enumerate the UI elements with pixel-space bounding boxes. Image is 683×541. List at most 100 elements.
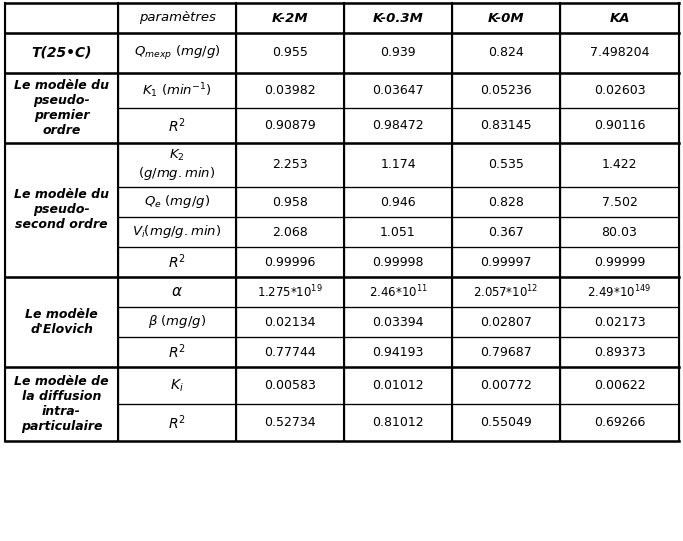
Bar <box>344 33 452 73</box>
Text: 0.02807: 0.02807 <box>480 315 532 328</box>
Bar <box>560 307 679 337</box>
Text: $\mathbf{\mathit{\beta}}$ $\mathbf{\mathit{(mg/g)}}$: $\mathbf{\mathit{\beta}}$ $\mathbf{\math… <box>148 313 206 331</box>
Text: 0.81012: 0.81012 <box>372 416 424 429</box>
Text: paramètres: paramètres <box>139 11 215 24</box>
Text: 0.99998: 0.99998 <box>372 255 423 268</box>
Text: 0.367: 0.367 <box>488 226 524 239</box>
Bar <box>452 33 560 73</box>
Bar <box>560 217 679 247</box>
Text: K-0M: K-0M <box>488 11 525 24</box>
Text: 0.03647: 0.03647 <box>372 84 424 97</box>
Bar <box>236 217 344 247</box>
Text: 2.253: 2.253 <box>273 159 308 171</box>
Bar <box>560 3 679 33</box>
Text: 0.02173: 0.02173 <box>594 315 645 328</box>
Bar <box>236 3 344 33</box>
Bar <box>236 143 344 187</box>
Bar <box>118 187 236 217</box>
Text: 1.422: 1.422 <box>602 159 637 171</box>
Text: 0.69266: 0.69266 <box>594 416 645 429</box>
Bar <box>344 307 452 337</box>
Bar <box>560 337 679 367</box>
Bar <box>118 73 236 108</box>
Bar <box>236 33 344 73</box>
Bar <box>5 277 118 367</box>
Text: 1.275*10$^{19}$: 1.275*10$^{19}$ <box>257 283 323 300</box>
Bar <box>118 108 236 143</box>
Text: 0.52734: 0.52734 <box>264 416 316 429</box>
Text: 0.939: 0.939 <box>380 47 416 60</box>
Bar <box>118 247 236 277</box>
Text: $\mathbf{\mathit{K_2}}$
$\mathbf{\mathit{(g/mg.min)}}$: $\mathbf{\mathit{K_2}}$ $\mathbf{\mathit… <box>139 148 216 182</box>
Bar <box>560 143 679 187</box>
Text: $\mathbf{\mathit{K_i}}$: $\mathbf{\mathit{K_i}}$ <box>170 377 184 394</box>
Bar <box>560 247 679 277</box>
Bar <box>236 307 344 337</box>
Text: T(25•C): T(25•C) <box>31 46 92 60</box>
Text: $\mathbf{\mathit{R^2}}$: $\mathbf{\mathit{R^2}}$ <box>168 253 186 271</box>
Text: 2.46*10$^{11}$: 2.46*10$^{11}$ <box>369 283 428 300</box>
Text: 2.49*10$^{149}$: 2.49*10$^{149}$ <box>587 283 652 300</box>
Bar <box>344 108 452 143</box>
Bar <box>560 108 679 143</box>
Text: 0.99999: 0.99999 <box>594 255 645 268</box>
Bar <box>236 247 344 277</box>
Bar <box>118 337 236 367</box>
Bar <box>344 73 452 108</box>
Text: 0.958: 0.958 <box>272 195 308 208</box>
Text: 0.98472: 0.98472 <box>372 119 424 132</box>
Text: 0.00583: 0.00583 <box>264 379 316 392</box>
Bar <box>118 143 236 187</box>
Text: 0.955: 0.955 <box>272 47 308 60</box>
Bar <box>344 143 452 187</box>
Bar <box>5 367 118 441</box>
Bar <box>236 404 344 441</box>
Bar <box>560 73 679 108</box>
Text: 7.498204: 7.498204 <box>589 47 650 60</box>
Text: 0.94193: 0.94193 <box>372 346 423 359</box>
Bar <box>5 33 118 73</box>
Text: 2.068: 2.068 <box>272 226 308 239</box>
Bar <box>452 3 560 33</box>
Text: Le modèle du
pseudo-
second ordre: Le modèle du pseudo- second ordre <box>14 188 109 232</box>
Text: 80.03: 80.03 <box>602 226 637 239</box>
Bar <box>452 367 560 404</box>
Text: K-2M: K-2M <box>272 11 308 24</box>
Text: KA: KA <box>609 11 630 24</box>
Text: $\mathbf{\mathit{K_1}}$ $\mathbf{\mathit{(min^{-1})}}$: $\mathbf{\mathit{K_1}}$ $\mathbf{\mathit… <box>142 81 212 100</box>
Text: 0.03982: 0.03982 <box>264 84 316 97</box>
Bar <box>452 187 560 217</box>
Bar <box>236 337 344 367</box>
Text: $\mathbf{\mathit{V_i(mg/g.min)}}$: $\mathbf{\mathit{V_i(mg/g.min)}}$ <box>133 223 221 241</box>
Text: 0.99996: 0.99996 <box>264 255 316 268</box>
Bar <box>118 367 236 404</box>
Bar <box>5 143 118 277</box>
Bar <box>452 307 560 337</box>
Bar <box>452 337 560 367</box>
Bar <box>5 73 118 143</box>
Bar <box>560 33 679 73</box>
Bar <box>560 277 679 307</box>
Text: 1.174: 1.174 <box>380 159 416 171</box>
Bar <box>560 367 679 404</box>
Text: 0.824: 0.824 <box>488 47 524 60</box>
Bar <box>452 277 560 307</box>
Text: $\mathbf{\mathit{\alpha}}$: $\mathbf{\mathit{\alpha}}$ <box>171 285 183 300</box>
Bar <box>344 337 452 367</box>
Text: 0.77744: 0.77744 <box>264 346 316 359</box>
Text: 0.89373: 0.89373 <box>594 346 645 359</box>
Bar <box>118 217 236 247</box>
Bar <box>452 73 560 108</box>
Text: Le modèle du
pseudo-
premier
ordre: Le modèle du pseudo- premier ordre <box>14 79 109 137</box>
Text: Le modèle de
la diffusion
intra-
particulaire: Le modèle de la diffusion intra- particu… <box>14 375 109 433</box>
Bar <box>452 404 560 441</box>
Text: $\mathbf{\mathit{R^2}}$: $\mathbf{\mathit{R^2}}$ <box>168 342 186 361</box>
Text: $\mathit{Q_{mexp}}$ $\mathit{(mg/g)}$: $\mathit{Q_{mexp}}$ $\mathit{(mg/g)}$ <box>134 44 220 62</box>
Bar <box>344 367 452 404</box>
Text: 0.00622: 0.00622 <box>594 379 645 392</box>
Text: 0.02603: 0.02603 <box>594 84 645 97</box>
Text: Le modèle
d'Elovich: Le modèle d'Elovich <box>25 308 98 336</box>
Text: 0.99997: 0.99997 <box>480 255 532 268</box>
Bar <box>236 108 344 143</box>
Bar <box>344 3 452 33</box>
